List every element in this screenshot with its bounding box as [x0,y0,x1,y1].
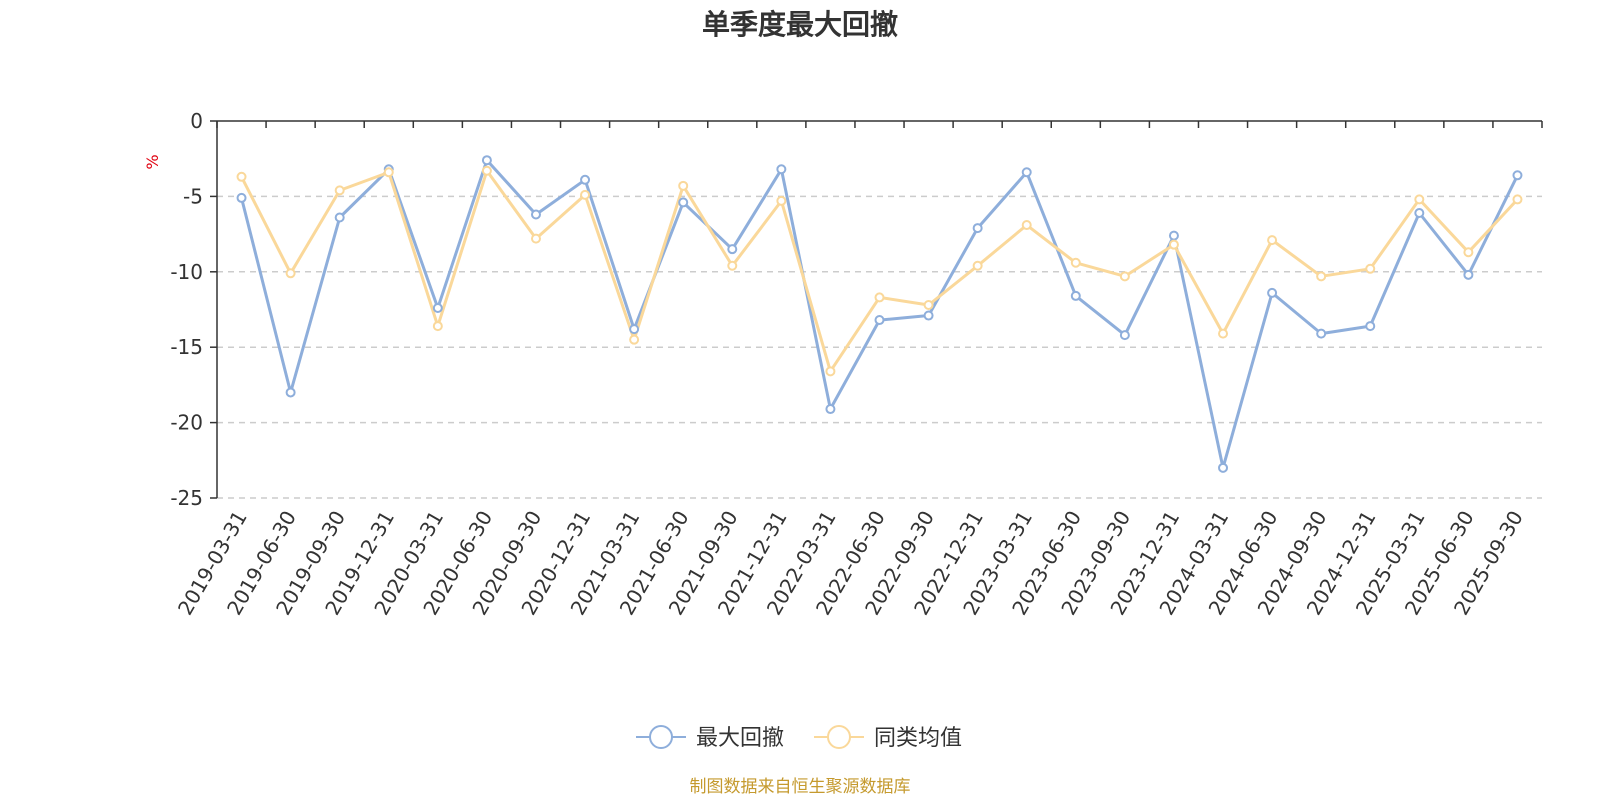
legend-circle-icon [827,725,851,749]
data-point-series-1[interactable] [1316,328,1327,339]
data-point-series-1[interactable] [972,223,983,234]
y-axis-ticks: 0 -5 -10 -15 -20 -25 [170,109,203,510]
data-point-series-1[interactable] [1267,287,1278,298]
data-point-series-1[interactable] [580,174,591,185]
data-point-series-1[interactable] [1414,207,1425,218]
data-point-series-2[interactable] [1168,239,1179,250]
data-point-series-1[interactable] [629,324,640,335]
data-point-series-1[interactable] [1021,167,1032,178]
data-point-series-1[interactable] [285,387,296,398]
data-point-series-2[interactable] [1316,271,1327,282]
data-point-series-2[interactable] [1070,257,1081,268]
data-point-series-2[interactable] [923,299,934,310]
data-point-series-2[interactable] [825,366,836,377]
legend-label: 同类均值 [874,726,962,751]
data-point-series-2[interactable] [334,185,345,196]
axes [210,120,1543,499]
data-point-series-2[interactable] [629,334,640,345]
data-point-series-1[interactable] [776,164,787,175]
data-point-series-2[interactable] [285,268,296,279]
data-point-series-1[interactable] [481,155,492,166]
data-point-series-2[interactable] [1021,220,1032,231]
y-tick-label: 0 [190,109,203,133]
series-lines [236,155,1523,473]
data-point-series-2[interactable] [1267,235,1278,246]
data-point-series-1[interactable] [727,244,738,255]
data-point-series-1[interactable] [1463,269,1474,280]
data-point-series-2[interactable] [1463,247,1474,258]
data-point-series-2[interactable] [678,180,689,191]
data-source-note: 制图数据来自恒生聚源数据库 [690,777,911,797]
y-tick-label: -25 [170,486,203,510]
legend-label: 最大回撤 [696,726,784,751]
data-point-series-1[interactable] [1512,170,1523,181]
data-point-series-2[interactable] [580,189,591,200]
data-point-series-1[interactable] [1119,330,1130,341]
legend-item-1[interactable]: 最大回撤 [636,725,784,751]
data-point-series-1[interactable] [530,209,541,220]
legend-item-2[interactable]: 同类均值 [814,725,962,751]
data-point-series-2[interactable] [776,195,787,206]
data-point-series-1[interactable] [678,197,689,208]
data-point-series-2[interactable] [1119,271,1130,282]
data-point-series-1[interactable] [874,315,885,326]
data-point-series-1[interactable] [825,404,836,415]
data-point-series-1[interactable] [334,212,345,223]
y-axis-unit: % [143,154,162,169]
data-point-series-2[interactable] [1512,194,1523,205]
data-point-series-2[interactable] [481,165,492,176]
data-point-series-2[interactable] [727,260,738,271]
data-point-series-1[interactable] [923,310,934,321]
data-point-series-2[interactable] [1414,194,1425,205]
y-tick-label: -10 [170,260,203,284]
data-point-series-1[interactable] [1218,462,1229,473]
data-point-series-1[interactable] [1168,230,1179,241]
legend-circle-icon [649,725,673,749]
chart-title: 单季度最大回撤 [702,8,898,41]
y-tick-label: -15 [170,335,203,359]
data-point-series-2[interactable] [1365,263,1376,274]
data-point-series-1[interactable] [432,302,443,313]
data-point-series-2[interactable] [236,171,247,182]
data-point-series-2[interactable] [874,292,885,303]
data-point-series-1[interactable] [236,192,247,203]
legend[interactable]: 最大回撤 同类均值 [636,725,962,751]
y-tick-label: -5 [183,184,203,208]
data-point-series-2[interactable] [530,233,541,244]
x-axis-ticks: 2019-03-312019-06-302019-09-302019-12-31… [173,507,1528,620]
data-point-series-2[interactable] [972,260,983,271]
data-point-series-2[interactable] [1218,328,1229,339]
data-point-series-1[interactable] [1070,290,1081,301]
y-tick-label: -20 [170,411,203,435]
data-point-series-2[interactable] [432,321,443,332]
data-point-series-2[interactable] [383,167,394,178]
data-point-series-1[interactable] [1365,321,1376,332]
